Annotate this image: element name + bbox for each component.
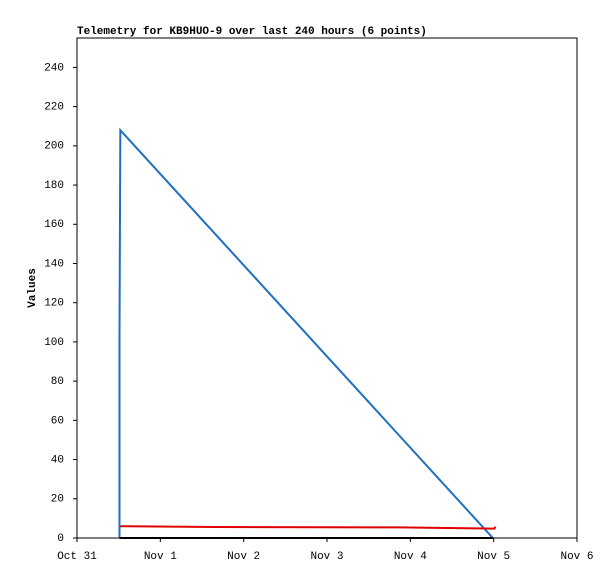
y-tick-label: 100 <box>44 337 64 349</box>
y-axis-label: Values <box>27 268 39 308</box>
x-tick-label: Nov 2 <box>227 551 260 563</box>
y-tick-label: 40 <box>51 454 64 466</box>
y-tick-label: 220 <box>44 102 64 114</box>
series-line <box>118 127 494 539</box>
y-tick-label: 200 <box>44 141 64 153</box>
x-tick-label: Nov 5 <box>477 551 510 563</box>
x-tick-label: Nov 1 <box>144 551 177 563</box>
y-tick-label: 0 <box>57 533 64 545</box>
y-tick-label: 140 <box>44 258 64 270</box>
x-tick-label: Nov 6 <box>560 551 593 563</box>
x-tick-label: Nov 4 <box>394 551 427 563</box>
y-tick-label: 60 <box>51 415 64 427</box>
x-tick-label: Nov 3 <box>310 551 343 563</box>
plot-frame <box>76 37 578 539</box>
y-tick-label: 240 <box>44 62 64 74</box>
y-tick-label: 20 <box>51 494 64 506</box>
series-line <box>120 525 497 530</box>
y-tick-label: 160 <box>44 219 64 231</box>
chart-title: Telemetry for KB9HUO-9 over last 240 hou… <box>77 26 427 38</box>
x-tick-label: Oct 31 <box>57 551 97 563</box>
y-tick-label: 180 <box>44 180 64 192</box>
y-tick-label: 120 <box>44 298 64 310</box>
y-tick-label: 80 <box>51 376 64 388</box>
